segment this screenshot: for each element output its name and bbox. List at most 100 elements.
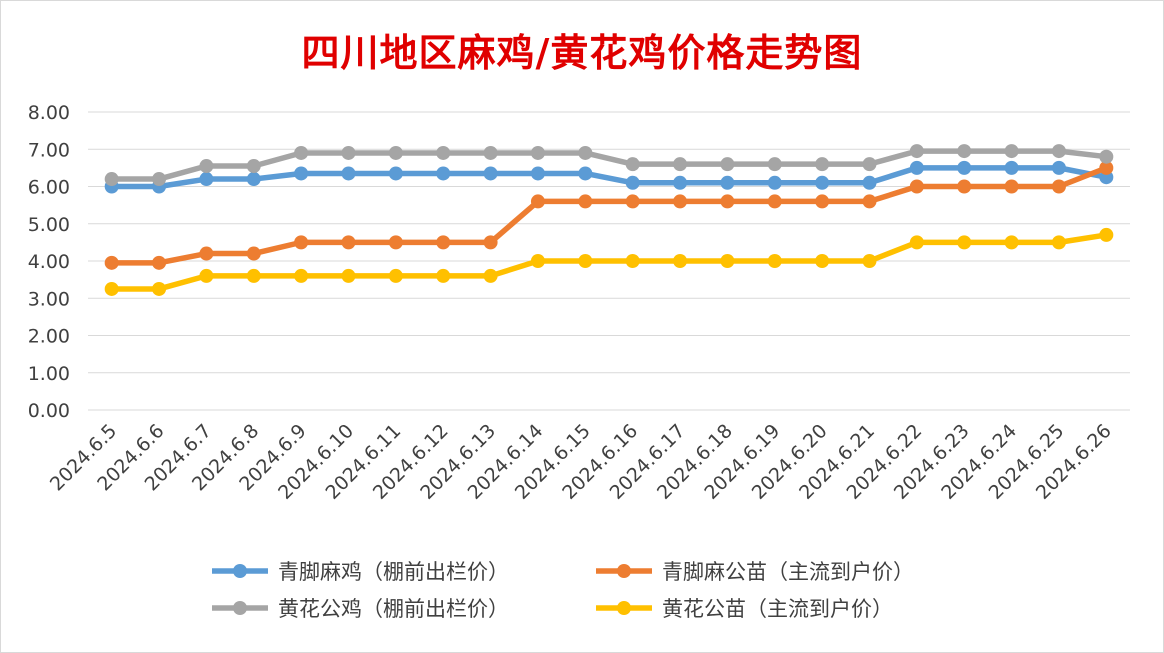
data-point [720, 194, 735, 209]
gridlines [88, 111, 1130, 411]
data-point [1051, 144, 1066, 159]
data-point [578, 145, 593, 160]
series-3 [104, 227, 1114, 296]
data-point [388, 166, 403, 181]
data-point [246, 159, 261, 174]
data-point [673, 157, 688, 172]
data-point [246, 268, 261, 283]
legend-label: 青脚麻鸡（棚前出栏价） [278, 560, 509, 584]
legend-item: 青脚麻公苗（主流到户价） [596, 560, 914, 584]
data-point [720, 157, 735, 172]
data-point [815, 254, 830, 268]
data-point [436, 145, 451, 160]
data-point [957, 160, 972, 175]
data-point [625, 157, 640, 172]
legend-marker [617, 564, 631, 578]
data-point [341, 235, 356, 250]
data-point [957, 179, 972, 194]
data-point [1004, 179, 1019, 194]
series-line [108, 165, 1110, 190]
data-point [246, 172, 261, 187]
data-point [199, 246, 214, 261]
data-point [436, 166, 451, 181]
data-point [957, 144, 972, 159]
y-tick-label: 0.00 [28, 400, 70, 422]
data-point [1004, 160, 1019, 175]
y-tick-label: 5.00 [28, 214, 70, 236]
data-point [152, 255, 167, 270]
legend-marker [617, 601, 631, 615]
data-point [483, 235, 498, 250]
data-point [1051, 235, 1066, 250]
data-point [388, 235, 403, 250]
data-point [625, 194, 640, 209]
data-point [483, 145, 498, 160]
data-point [673, 175, 688, 190]
data-point [815, 194, 830, 209]
data-point [104, 281, 119, 296]
data-point [152, 172, 167, 187]
data-point [578, 254, 593, 268]
data-point [578, 166, 593, 181]
data-point [625, 175, 640, 190]
data-point [673, 194, 688, 209]
legend-marker [233, 601, 247, 615]
data-point [294, 235, 309, 250]
data-point [862, 254, 877, 268]
data-point [862, 175, 877, 190]
y-tick-label: 1.00 [28, 363, 70, 385]
y-tick-label: 3.00 [28, 288, 70, 310]
data-point [578, 194, 593, 209]
data-point [483, 268, 498, 283]
data-point [530, 254, 545, 268]
data-point [483, 166, 498, 181]
x-axis-ticks: 2024.6.52024.6.62024.6.72024.6.82024.6.9… [46, 420, 1116, 504]
data-point [341, 145, 356, 160]
data-point [720, 175, 735, 190]
legend-item: 青脚麻鸡（棚前出栏价） [212, 560, 509, 584]
data-point [909, 235, 924, 250]
data-point [530, 166, 545, 181]
data-point [625, 254, 640, 268]
data-point [388, 145, 403, 160]
data-point [1099, 149, 1114, 164]
data-point [341, 268, 356, 283]
series-2 [104, 144, 1114, 187]
legend-label: 青脚麻公苗（主流到户价） [662, 560, 914, 584]
data-point [199, 268, 214, 283]
legend-marker [233, 564, 247, 578]
series-line [108, 165, 1110, 266]
data-point [199, 159, 214, 174]
data-point [436, 268, 451, 283]
series-line [108, 232, 1110, 292]
data-point [909, 160, 924, 175]
y-tick-label: 4.00 [28, 251, 70, 273]
y-axis-ticks: 0.00 1.00 2.00 3.00 4.00 5.00 6.00 7.00 8.00 [28, 102, 70, 422]
data-point [104, 172, 119, 187]
series-line [108, 148, 1110, 182]
data-point [530, 145, 545, 160]
data-point [199, 172, 214, 187]
data-point [294, 166, 309, 181]
legend: 青脚麻鸡（棚前出栏价） 青脚麻公苗（主流到户价） 黄花公鸡（棚前出栏价） 黄花公苗（主… [212, 560, 914, 621]
data-point [1004, 235, 1019, 250]
data-point [862, 194, 877, 209]
data-point [767, 194, 782, 209]
data-point [104, 255, 119, 270]
data-point [815, 175, 830, 190]
data-point [815, 157, 830, 172]
data-point [909, 179, 924, 194]
y-tick-label: 6.00 [28, 177, 70, 199]
data-point [530, 194, 545, 209]
data-point [862, 157, 877, 172]
data-point [152, 281, 167, 296]
data-point [436, 235, 451, 250]
data-point [1051, 179, 1066, 194]
legend-label: 黄花公鸡（棚前出栏价） [278, 597, 509, 621]
y-tick-label: 2.00 [28, 326, 70, 348]
data-point [1004, 144, 1019, 159]
data-point [1099, 227, 1114, 242]
data-point [1051, 160, 1066, 175]
